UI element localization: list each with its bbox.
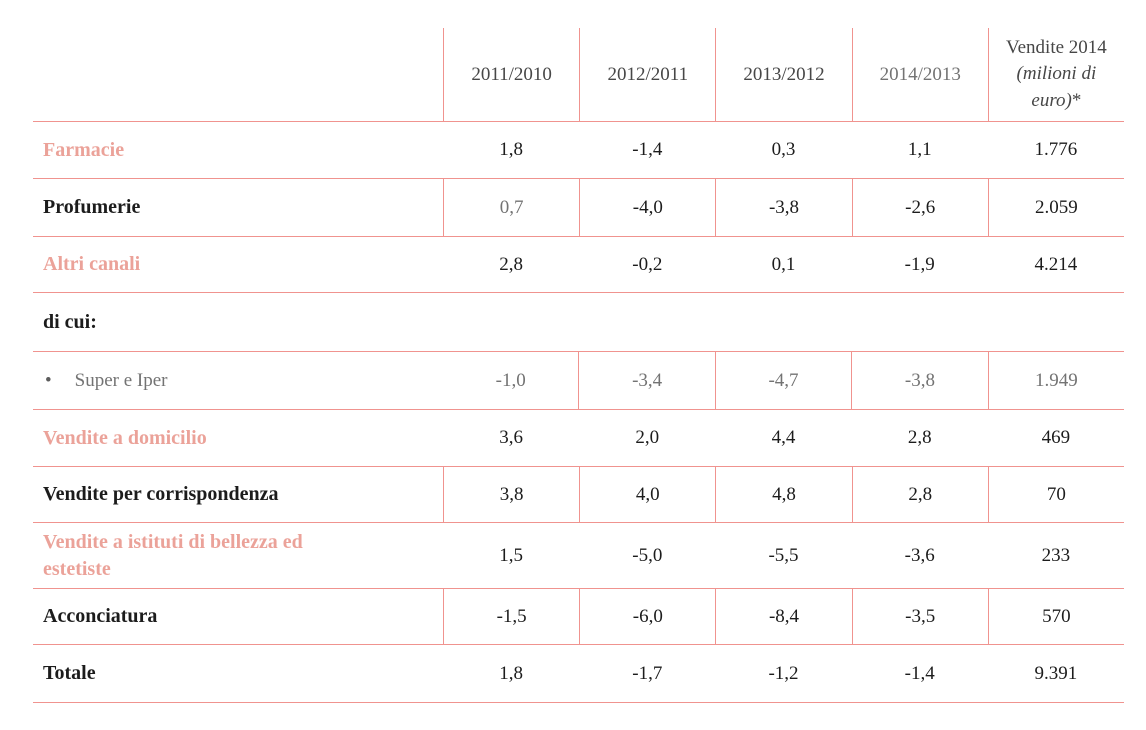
value-cell: 3,8 [443, 467, 579, 522]
section-label: di cui: [43, 310, 97, 333]
value-cell: -1,4 [632, 139, 663, 160]
value-cell: -1,2 [768, 662, 799, 684]
value-cell: -5,0 [632, 544, 663, 566]
sub-row-text: Super e Iper [74, 369, 168, 391]
header-2012-2011: 2012/2011 [579, 28, 715, 121]
header-vendite-2014: Vendite 2014 (milioni di euro)* [987, 28, 1124, 121]
table-row-farmacie: Farmacie 1,8 -1,4 0,3 1,1 1.776 [33, 122, 1124, 179]
value-cell: 1.776 [1034, 139, 1078, 160]
table-row-vendite-a-domicilio: Vendite a domicilio 3,6 2,0 4,4 2,8 469 [33, 410, 1124, 467]
value-cell: 2,8 [499, 253, 523, 275]
value-cell: -1,5 [443, 589, 579, 644]
value-cell: -4,0 [579, 179, 715, 236]
value-cell: 2,8 [851, 467, 988, 522]
value-cell: -2,6 [851, 179, 988, 236]
table-row-totale: Totale 1,8 -1,7 -1,2 -1,4 9.391 [33, 645, 1124, 703]
table-header-row: 2011/2010 2012/2011 2013/2012 2014/2013 … [33, 28, 1124, 122]
row-label: Vendite per corrispondenza [43, 483, 279, 505]
value-cell: -3,5 [851, 589, 988, 644]
value-cell: 4.214 [1034, 253, 1078, 275]
value-cell: 1,8 [499, 662, 523, 684]
table-row-altri-canali: Altri canali 2,8 -0,2 0,1 -1,9 4.214 [33, 237, 1124, 293]
value-cell: 3,6 [499, 427, 523, 448]
value-cell: -5,5 [768, 544, 799, 566]
table-row-di-cui: di cui: [33, 293, 1124, 352]
value-cell: 4,8 [715, 467, 851, 522]
value-cell: -1,9 [904, 253, 935, 275]
row-label: Farmacie [43, 138, 125, 161]
header-vendite-label: Vendite 2014 (milioni di euro)* [1006, 37, 1107, 111]
header-2014-2013: 2014/2013 [851, 28, 988, 121]
value-cell: 4,4 [771, 427, 796, 448]
value-cell: -3,8 [715, 179, 851, 236]
row-label: Altri canali [43, 253, 141, 275]
table-row-super-e-iper: • Super e Iper -1,0 -3,4 -4,7 -3,8 1.949 [33, 352, 1124, 410]
value-cell: -3,4 [578, 352, 714, 409]
bullet-icon: • [45, 369, 52, 391]
value-cell: -8,4 [715, 589, 851, 644]
row-label: Totale [43, 662, 96, 684]
value-cell: 2,8 [907, 427, 932, 448]
header-2013-2012: 2013/2012 [715, 28, 851, 121]
row-label: Profumerie [43, 196, 141, 218]
value-cell: 9.391 [1034, 662, 1078, 684]
value-cell: -6,0 [579, 589, 715, 644]
value-cell: 469 [1041, 427, 1071, 448]
row-label: • Super e Iper [33, 352, 443, 409]
value-cell: 0,1 [771, 253, 796, 275]
value-cell: -1,7 [632, 662, 663, 684]
value-cell: -4,7 [714, 352, 851, 409]
value-cell: 570 [987, 589, 1124, 644]
row-label: Vendite a istituti di bellezza ed esteti… [43, 531, 303, 580]
header-2011-2010: 2011/2010 [443, 28, 579, 121]
table-row-vendite-per-corrispondenza: Vendite per corrispondenza 3,8 4,0 4,8 2… [33, 467, 1124, 523]
value-cell: 233 [1041, 544, 1071, 566]
value-cell: -0,2 [632, 253, 663, 275]
value-cell: 70 [987, 467, 1124, 522]
header-blank-cell [33, 28, 443, 121]
value-cell: 0,3 [771, 139, 796, 160]
value-cell: -3,8 [851, 352, 987, 409]
table-row-profumerie: Profumerie 0,7 -4,0 -3,8 -2,6 2.059 [33, 179, 1124, 237]
value-cell: 1,5 [499, 544, 523, 566]
value-cell: 0,7 [443, 179, 579, 236]
value-cell: 1.949 [987, 352, 1124, 409]
value-cell: 2,0 [635, 427, 660, 448]
value-cell: -3,6 [904, 544, 935, 566]
row-label: Acconciatura [43, 605, 158, 627]
value-cell: -1,0 [495, 369, 526, 391]
row-label: Vendite a domicilio [43, 426, 207, 449]
value-cell: -1,4 [904, 662, 935, 684]
value-cell: 4,0 [579, 467, 715, 522]
table-row-acconciatura: Acconciatura -1,5 -6,0 -8,4 -3,5 570 [33, 589, 1124, 645]
value-cell: 1,1 [907, 139, 932, 160]
value-cell: 2.059 [987, 179, 1124, 236]
sales-channels-table: 2011/2010 2012/2011 2013/2012 2014/2013 … [33, 28, 1124, 703]
value-cell: 1,8 [499, 139, 523, 160]
table-row-vendite-istituti-bellezza: Vendite a istituti di bellezza ed esteti… [33, 523, 1124, 589]
